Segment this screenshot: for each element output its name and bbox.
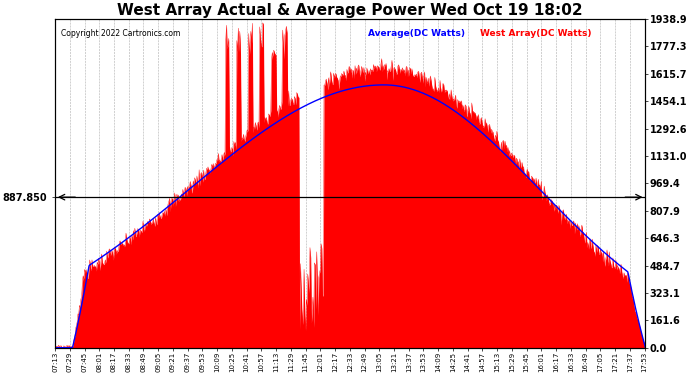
Text: West Array(DC Watts): West Array(DC Watts) xyxy=(480,29,591,38)
Text: Average(DC Watts): Average(DC Watts) xyxy=(368,29,465,38)
Title: West Array Actual & Average Power Wed Oct 19 18:02: West Array Actual & Average Power Wed Oc… xyxy=(117,3,583,18)
Text: Copyright 2022 Cartronics.com: Copyright 2022 Cartronics.com xyxy=(61,29,180,38)
